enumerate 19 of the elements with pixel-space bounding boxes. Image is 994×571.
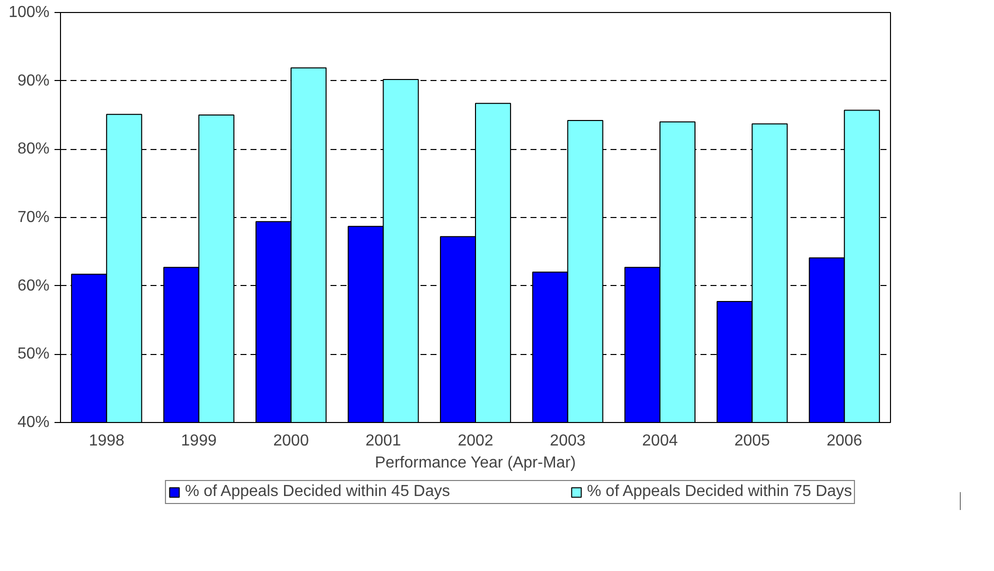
x-tick-label: 2000 — [273, 432, 309, 450]
x-tick-label: 2006 — [826, 432, 862, 450]
y-tick-label: 60% — [17, 277, 50, 294]
x-tick-label: 1999 — [181, 432, 217, 450]
y-tick-label: 80% — [17, 140, 50, 158]
legend-label: % of Appeals Decided within 45 Days — [184, 483, 450, 501]
y-tick-label: 40% — [17, 414, 50, 431]
y-tick-label: 50% — [17, 346, 50, 363]
x-tick-label: 2005 — [734, 432, 770, 450]
x-axis-title: Performance Year (Apr-Mar) — [374, 454, 576, 472]
x-tick-label: 2004 — [642, 432, 678, 450]
y-tick-label: 100% — [8, 4, 50, 21]
y-tick-label: 90% — [17, 72, 50, 90]
x-tick-label: 1998 — [88, 432, 125, 450]
x-tick-label: 2001 — [365, 432, 402, 450]
legend-label: % of Appeals Decided within 75 Days — [587, 483, 852, 501]
y-tick-label: 70% — [17, 209, 50, 226]
x-tick-label: 2003 — [550, 432, 586, 450]
x-tick-label: 2002 — [458, 432, 494, 450]
